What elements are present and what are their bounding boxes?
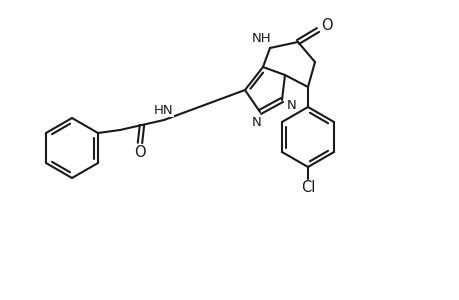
- Text: NH: NH: [252, 32, 271, 44]
- Text: O: O: [134, 145, 146, 160]
- Text: N: N: [286, 98, 296, 112]
- Text: HN: HN: [154, 103, 174, 116]
- Text: N: N: [252, 116, 261, 128]
- Text: Cl: Cl: [300, 181, 314, 196]
- Text: O: O: [320, 17, 332, 32]
